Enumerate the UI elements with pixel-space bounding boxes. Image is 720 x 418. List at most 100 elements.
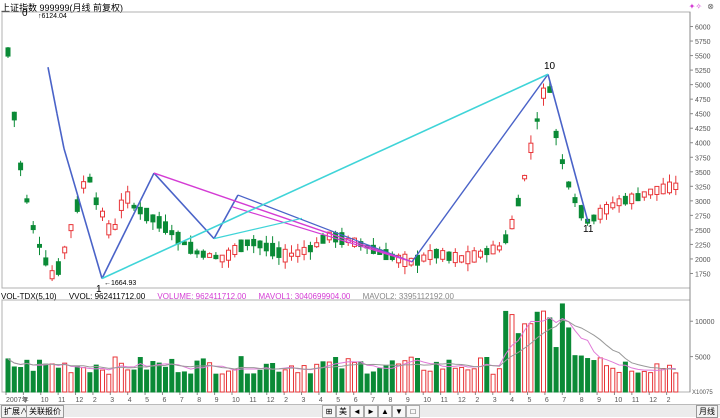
close-icon[interactable]: ⊗ (707, 2, 714, 11)
candle (541, 87, 546, 99)
x-tick-label: 9 (597, 397, 601, 404)
volume-bar (219, 373, 225, 393)
candle (49, 270, 55, 280)
related-quotes-button[interactable]: 关联报价 (26, 405, 64, 418)
candle (188, 241, 194, 254)
volume-bar (87, 372, 93, 393)
volume-bar (591, 360, 597, 393)
volume-bar (181, 371, 187, 393)
x-tick-label: 6 (354, 397, 358, 404)
volume-bar (635, 372, 641, 393)
candle (591, 214, 597, 222)
x-tick-label: 9 (406, 397, 410, 404)
volume-bar (118, 362, 124, 393)
volume-bar (528, 323, 534, 393)
candle (282, 248, 288, 263)
volume-bar (163, 366, 168, 393)
volume-bar (459, 366, 465, 393)
zoom-in-icon[interactable]: ⊞ (322, 405, 336, 418)
price-tick-label: 5750 (695, 39, 711, 46)
candle (125, 191, 131, 204)
candle (18, 162, 24, 171)
candle (490, 244, 496, 255)
candle (465, 251, 471, 265)
candle (566, 181, 572, 188)
candle (534, 118, 540, 122)
period-button[interactable]: 月线 (696, 405, 718, 418)
menu-icon[interactable]: ✦✧ (688, 2, 703, 11)
candle (572, 197, 578, 204)
volume-tick-label: 5000 (695, 355, 711, 362)
volume-bar (559, 303, 565, 393)
x-tick-label: 12 (267, 397, 275, 404)
candle (24, 198, 30, 203)
wave-line (547, 74, 589, 223)
candle (219, 254, 225, 263)
wave-label: 11 (583, 224, 594, 235)
volume-bar (49, 363, 55, 393)
x-tick-label: 10 (614, 397, 622, 404)
volume-bar (641, 370, 647, 393)
candle (213, 254, 219, 260)
top-icons: ✦✧ ⊗ (686, 2, 714, 11)
x-tick-label: 12 (76, 397, 84, 404)
wave-line (63, 148, 103, 279)
candle (276, 247, 282, 258)
volume-bar (383, 364, 389, 393)
volume-bar (622, 361, 628, 393)
volume-bar (175, 372, 181, 393)
candle (37, 243, 42, 248)
candle (509, 218, 515, 230)
price-tick-label: 2000 (695, 257, 711, 264)
volume-bar (263, 363, 269, 393)
price-tick-label: 5500 (695, 54, 711, 61)
volume-bar (352, 362, 357, 393)
candle (660, 183, 666, 195)
scroll-up-icon[interactable]: ▲ (378, 405, 392, 418)
candle (200, 250, 206, 258)
scroll-left-icon[interactable]: ◄ (350, 405, 364, 418)
x-tick-label: 6 (162, 397, 166, 404)
window-icon[interactable]: □ (406, 405, 420, 418)
candle (207, 253, 213, 258)
volume-bar (106, 373, 112, 393)
candle (244, 239, 250, 247)
scroll-down-icon[interactable]: ▼ (392, 405, 406, 418)
beauty-icon[interactable]: 美 (336, 405, 350, 418)
candle (156, 216, 162, 229)
volume-bar (452, 367, 458, 393)
mavol2-line (7, 319, 676, 370)
x-tick-label: 9 (23, 397, 27, 404)
volume-unit-label: X10075 (692, 390, 713, 396)
x-tick-label: 11 (249, 397, 256, 404)
volume-bar (156, 362, 162, 393)
candle (137, 206, 143, 215)
volume-bar (74, 365, 80, 393)
candle (62, 246, 68, 254)
candle (333, 232, 339, 243)
candle (522, 174, 528, 180)
volume-bar (421, 369, 427, 393)
volume-bar (11, 366, 17, 393)
volume-bar (320, 361, 326, 393)
candle (194, 250, 200, 255)
candle (163, 221, 168, 233)
volume-bar (188, 373, 194, 393)
price-chart[interactable]: 1750200022502500275030003250350037504000… (0, 0, 720, 404)
wave-line (213, 217, 303, 240)
x-tick-label: 11 (632, 397, 639, 404)
volume-bar (490, 373, 496, 393)
chart-title: 上证指数 999999(月线 前复权) (1, 3, 124, 13)
x-tick-label: 12 (649, 397, 657, 404)
candle (528, 142, 534, 154)
x-tick-label: 2 (475, 397, 479, 404)
price-tick-label: 4000 (695, 141, 711, 148)
volume-tick-label: 10000 (695, 319, 715, 326)
volume-bar (396, 363, 402, 393)
volume-bar (43, 363, 49, 393)
x-tick-label: 3 (110, 397, 114, 404)
wave-line (237, 194, 413, 263)
volume-bar (610, 367, 616, 393)
candle (641, 191, 647, 198)
scroll-right-icon[interactable]: ► (364, 405, 378, 418)
